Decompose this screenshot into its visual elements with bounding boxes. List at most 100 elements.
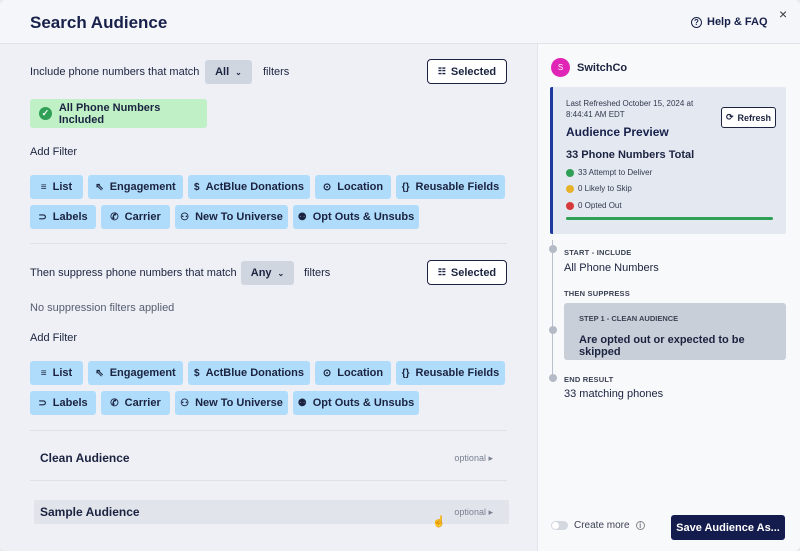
toggle-switch[interactable] xyxy=(551,521,568,530)
phone-icon: ✆ xyxy=(110,397,119,409)
suppress-filter-location[interactable]: ⊙ Location xyxy=(315,361,391,385)
avatar: S xyxy=(551,58,570,77)
refresh-button[interactable]: ⟳ Refresh xyxy=(721,107,776,128)
include-label: Include phone numbers that match xyxy=(30,66,200,78)
user-x-icon: ⚉ xyxy=(297,211,307,223)
cursor-icon: ⇖ xyxy=(95,181,104,193)
question-icon: ? xyxy=(691,16,702,28)
refresh-icon: ⟳ xyxy=(725,112,734,122)
check-circle-icon xyxy=(566,168,574,177)
filter-panel xyxy=(0,44,537,551)
stat-opted-out: 0 Opted Out xyxy=(566,201,622,210)
close-icon[interactable]: × xyxy=(779,6,788,22)
tag-icon: ⊃ xyxy=(38,211,47,223)
suppress-filter-reusable-fields[interactable]: {} Reusable Fields xyxy=(396,361,505,385)
suppress-filter-actblue[interactable]: $ ActBlue Donations xyxy=(188,361,310,385)
add-filter-heading: Add Filter xyxy=(30,332,78,344)
braces-icon: {} xyxy=(401,181,410,193)
suppress-label: Then suppress phone numbers that match xyxy=(30,267,237,279)
list-check-icon: ☷ xyxy=(437,66,446,76)
stat-likely-skip: 0 Likely to Skip xyxy=(566,184,632,193)
suppress-filter-labels[interactable]: ⊃ Labels xyxy=(30,391,96,415)
page-title: Search Audience xyxy=(30,13,168,32)
user-plus-icon: ⚇ xyxy=(180,211,190,223)
caret-right-icon: ▸ xyxy=(488,506,493,517)
include-filter-carrier[interactable]: ✆ Carrier xyxy=(101,205,170,229)
list-icon: ≡ xyxy=(40,181,47,193)
help-faq-label: Help & FAQ xyxy=(707,16,768,28)
suppress-filters-label: filters xyxy=(304,267,331,279)
dollar-icon: $ xyxy=(194,181,200,193)
step-clean-audience: STEP 1 - CLEAN AUDIENCE Are opted out or… xyxy=(564,303,786,360)
stat-attempt-deliver: 33 Attempt to Deliver xyxy=(566,168,652,177)
include-filter-engagement[interactable]: ⇖ Engagement xyxy=(88,175,183,199)
include-match-value: All xyxy=(215,66,230,78)
create-more-label: Create more xyxy=(574,520,630,531)
save-audience-button[interactable]: Save Audience As... xyxy=(671,515,785,540)
timeline-start-value: All Phone Numbers xyxy=(564,262,659,274)
suppress-filter-engagement[interactable]: ⇖ Engagement xyxy=(88,361,183,385)
divider xyxy=(30,243,507,244)
include-filters-label: filters xyxy=(263,66,290,78)
include-filter-labels[interactable]: ⊃ Labels xyxy=(30,205,96,229)
include-filter-reusable-fields[interactable]: {} Reusable Fields xyxy=(396,175,505,199)
clean-audience-section[interactable]: Clean Audience optional ▸ xyxy=(34,446,509,470)
user-x-icon: ⚉ xyxy=(297,397,307,409)
braces-icon: {} xyxy=(401,367,410,379)
step-caption: STEP 1 - CLEAN AUDIENCE xyxy=(579,314,679,323)
suppress-filter-new-to-universe[interactable]: ⚇ New To Universe xyxy=(175,391,288,415)
suppress-status-text: No suppression filters applied xyxy=(30,302,175,314)
include-filter-location[interactable]: ⊙ Location xyxy=(315,175,391,199)
include-selected-button[interactable]: ☷ Selected xyxy=(427,59,507,84)
preview-title: Audience Preview xyxy=(566,125,669,139)
include-selected-label: Selected xyxy=(450,65,497,78)
include-filter-actblue[interactable]: $ ActBlue Donations xyxy=(188,175,310,199)
org-brand: S SwitchCo xyxy=(551,58,627,77)
included-status-badge: ✓ All Phone Numbers Included xyxy=(30,99,207,128)
sample-audience-section[interactable]: Sample Audience optional ▸ xyxy=(34,500,509,524)
timeline-line xyxy=(552,240,553,382)
caret-right-icon: ▸ xyxy=(488,452,493,463)
suppress-selected-button[interactable]: ☷ Selected xyxy=(427,260,507,285)
suppress-filter-list[interactable]: ≡ List xyxy=(30,361,83,385)
dollar-icon: $ xyxy=(194,367,200,379)
location-pin-icon: ⊙ xyxy=(322,367,332,379)
step-value: Are opted out or expected to be skipped xyxy=(579,334,745,358)
chevron-down-icon: ⌄ xyxy=(235,67,242,77)
include-filter-list[interactable]: ≡ List xyxy=(30,175,83,199)
location-pin-icon: ⊙ xyxy=(322,181,332,193)
suppress-filter-carrier[interactable]: ✆ Carrier xyxy=(101,391,170,415)
optional-label: optional ▸ xyxy=(454,506,493,517)
x-circle-icon xyxy=(566,201,574,210)
suppress-match-dropdown[interactable]: Any ⌄ xyxy=(241,261,294,285)
suppress-filter-opt-outs[interactable]: ⚉ Opt Outs & Unsubs xyxy=(293,391,419,415)
create-more-toggle[interactable]: Create more i xyxy=(551,520,645,531)
user-plus-icon: ⚇ xyxy=(180,397,190,409)
modal-header: Search Audience ? Help & FAQ × xyxy=(0,0,800,44)
section-title: Clean Audience xyxy=(40,451,130,465)
divider xyxy=(30,430,507,431)
included-status-text: All Phone Numbers Included xyxy=(58,101,161,126)
preview-total: 33 Phone Numbers Total xyxy=(566,149,695,161)
section-title: Sample Audience xyxy=(40,505,140,519)
add-filter-heading: Add Filter xyxy=(30,146,78,158)
include-filter-opt-outs[interactable]: ⚉ Opt Outs & Unsubs xyxy=(293,205,419,229)
chevron-down-icon: ⌄ xyxy=(277,268,285,278)
help-faq-link[interactable]: ? Help & FAQ xyxy=(691,16,768,28)
timeline-suppress-caption: THEN SUPPRESS xyxy=(564,289,630,298)
audience-preview-card: Last Refreshed October 15, 2024 at 8:44:… xyxy=(550,87,786,234)
warning-circle-icon xyxy=(566,184,574,193)
check-circle-icon: ✓ xyxy=(39,107,52,120)
list-icon: ≡ xyxy=(40,367,47,379)
include-match-dropdown[interactable]: All ⌄ xyxy=(205,60,252,84)
timeline-dot xyxy=(549,374,557,382)
optional-label: optional ▸ xyxy=(454,452,493,463)
include-filter-new-to-universe[interactable]: ⚇ New To Universe xyxy=(175,205,288,229)
delivery-progress-bar xyxy=(566,217,773,220)
timeline-dot xyxy=(549,245,557,253)
timeline-end-caption: END RESULT xyxy=(564,375,614,384)
phone-icon: ✆ xyxy=(110,211,119,223)
cursor-icon: ⇖ xyxy=(95,367,104,379)
last-refreshed-text: Last Refreshed October 15, 2024 at 8:44:… xyxy=(566,99,694,119)
